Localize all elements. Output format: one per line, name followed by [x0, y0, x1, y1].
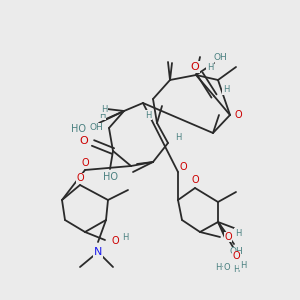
- Text: H: H: [207, 62, 213, 71]
- Text: H: H: [235, 229, 241, 238]
- Text: O: O: [80, 136, 88, 146]
- Text: H: H: [101, 104, 107, 113]
- Text: O: O: [81, 158, 89, 168]
- Text: H: H: [240, 260, 246, 269]
- Text: O: O: [224, 232, 232, 242]
- Text: H: H: [99, 110, 105, 119]
- Text: OH: OH: [89, 124, 103, 133]
- Text: O: O: [190, 62, 200, 72]
- Text: HO: HO: [71, 124, 86, 134]
- Text: HO: HO: [103, 172, 118, 182]
- Text: H·: H·: [233, 266, 242, 274]
- Text: H: H: [145, 110, 151, 119]
- Text: H: H: [223, 85, 229, 94]
- Text: O: O: [111, 236, 119, 246]
- Text: O: O: [234, 110, 242, 120]
- Text: O: O: [76, 173, 84, 183]
- Text: OH: OH: [213, 52, 227, 62]
- Text: OH: OH: [229, 248, 243, 256]
- Text: N: N: [94, 247, 102, 257]
- Text: H·O: H·O: [215, 262, 231, 272]
- Text: H: H: [175, 134, 181, 142]
- Text: O: O: [179, 162, 187, 172]
- Text: O: O: [191, 175, 199, 185]
- Text: H: H: [122, 232, 128, 242]
- Text: O: O: [232, 251, 240, 261]
